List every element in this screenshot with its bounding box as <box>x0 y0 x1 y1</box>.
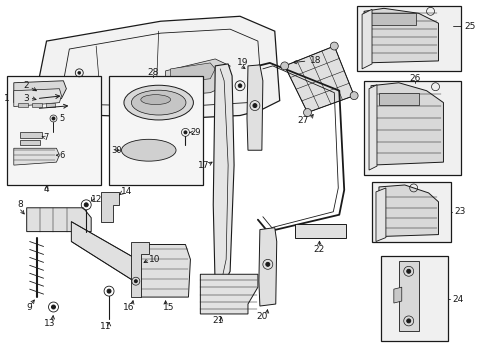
Bar <box>370 13 415 25</box>
Polygon shape <box>200 274 257 314</box>
Text: 18: 18 <box>309 57 320 66</box>
Circle shape <box>265 262 269 266</box>
Circle shape <box>349 92 357 100</box>
Text: 24: 24 <box>451 294 463 303</box>
Circle shape <box>84 203 88 207</box>
Text: 25: 25 <box>463 22 475 31</box>
Bar <box>294 224 346 238</box>
Text: 21: 21 <box>212 316 224 325</box>
Circle shape <box>280 62 288 70</box>
Text: 20: 20 <box>256 312 267 321</box>
Circle shape <box>183 131 186 134</box>
Text: 4: 4 <box>43 185 49 194</box>
Polygon shape <box>14 81 66 103</box>
Polygon shape <box>101 192 119 222</box>
Polygon shape <box>398 261 418 331</box>
Ellipse shape <box>131 90 185 115</box>
Text: 23: 23 <box>453 207 465 216</box>
Text: 17: 17 <box>197 161 209 170</box>
Polygon shape <box>393 287 401 303</box>
Polygon shape <box>45 103 55 107</box>
Text: 29: 29 <box>190 128 201 137</box>
Circle shape <box>78 71 81 74</box>
Text: 28: 28 <box>147 68 158 77</box>
Ellipse shape <box>141 95 170 105</box>
Text: 1: 1 <box>4 94 10 103</box>
Polygon shape <box>71 222 145 284</box>
Circle shape <box>303 109 311 117</box>
Polygon shape <box>258 228 276 306</box>
Text: 26: 26 <box>408 74 420 83</box>
Circle shape <box>107 289 111 293</box>
Polygon shape <box>378 185 438 237</box>
Circle shape <box>252 104 256 108</box>
Bar <box>7 76 101 185</box>
Text: 7: 7 <box>43 133 49 142</box>
Polygon shape <box>213 64 234 291</box>
Text: 12: 12 <box>91 195 102 204</box>
Text: 16: 16 <box>123 302 134 311</box>
Polygon shape <box>170 63 215 83</box>
Polygon shape <box>37 16 279 118</box>
Ellipse shape <box>123 85 193 120</box>
Bar <box>380 256 447 341</box>
Text: 13: 13 <box>44 319 55 328</box>
Polygon shape <box>368 85 376 170</box>
Polygon shape <box>375 188 385 242</box>
Polygon shape <box>18 103 28 107</box>
Polygon shape <box>361 9 371 69</box>
Text: 9: 9 <box>27 302 32 311</box>
Polygon shape <box>246 65 263 150</box>
Circle shape <box>51 305 55 309</box>
Text: 6: 6 <box>60 151 65 160</box>
Text: 10: 10 <box>148 255 160 264</box>
Text: 3: 3 <box>24 94 29 103</box>
Polygon shape <box>165 59 230 96</box>
Polygon shape <box>20 140 40 145</box>
Polygon shape <box>27 208 91 231</box>
Polygon shape <box>284 46 353 113</box>
Polygon shape <box>32 103 41 107</box>
Polygon shape <box>14 89 61 107</box>
Circle shape <box>52 117 55 120</box>
Polygon shape <box>20 132 41 138</box>
Polygon shape <box>14 148 60 165</box>
Circle shape <box>406 269 410 273</box>
Text: 19: 19 <box>237 58 248 67</box>
Text: 8: 8 <box>18 200 23 209</box>
Bar <box>378 93 418 105</box>
Circle shape <box>238 84 242 88</box>
Circle shape <box>406 319 410 323</box>
Text: 30: 30 <box>111 146 122 155</box>
Bar <box>364 81 460 175</box>
Text: 27: 27 <box>296 116 307 125</box>
Text: 5: 5 <box>60 114 64 123</box>
Bar <box>109 76 203 185</box>
Circle shape <box>134 280 137 283</box>
Polygon shape <box>364 8 438 63</box>
Circle shape <box>330 42 338 50</box>
Text: 15: 15 <box>163 302 174 311</box>
Bar <box>356 6 460 71</box>
Polygon shape <box>141 244 190 297</box>
Text: 11: 11 <box>100 322 112 331</box>
Text: 22: 22 <box>313 245 325 254</box>
Text: 2: 2 <box>24 81 29 90</box>
Polygon shape <box>370 83 443 165</box>
Text: 14: 14 <box>121 188 132 197</box>
Ellipse shape <box>121 139 176 161</box>
Bar <box>371 182 450 242</box>
Polygon shape <box>131 242 148 297</box>
